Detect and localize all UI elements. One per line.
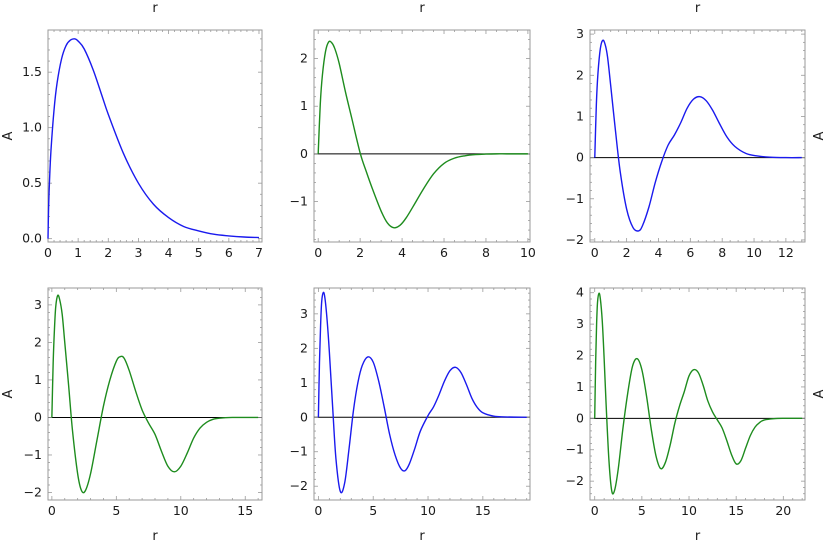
- y-tick-label: 3: [576, 316, 584, 331]
- x-tick-label: 4: [655, 245, 663, 260]
- y-axis-label: A: [1, 389, 16, 398]
- y-tick-label: 1.0: [22, 120, 42, 135]
- x-tick-label: 2: [356, 245, 364, 260]
- series-line: [47, 38, 260, 239]
- x-tick-label: 4: [398, 245, 406, 260]
- y-tick-label: 0: [300, 409, 308, 424]
- x-tick-label: 10: [681, 503, 697, 518]
- y-tick-label: −2: [290, 478, 308, 493]
- x-tick-label: 5: [195, 245, 203, 260]
- x-tick-label: 20: [775, 503, 791, 518]
- x-tick-label: 0: [48, 503, 56, 518]
- y-tick-label: 2: [576, 348, 584, 363]
- x-tick-label: 15: [728, 503, 744, 518]
- chart-panel-2: 0 2 4 6 8 10 −1 0 1 2 r: [290, 1, 536, 260]
- y-tick-label: 2: [300, 340, 308, 355]
- y-tick-label: 2: [34, 334, 42, 349]
- y-tick-label: −1: [290, 194, 308, 209]
- y-tick-label: 0: [300, 146, 308, 161]
- x-axis-label: r: [695, 1, 701, 16]
- y-tick-label: −1: [566, 191, 584, 206]
- x-tick-label: 15: [475, 503, 491, 518]
- x-tick-label: 10: [746, 245, 762, 260]
- x-axis-label: r: [419, 529, 425, 544]
- series-line: [317, 40, 528, 229]
- y-axis-label: A: [812, 131, 827, 140]
- y-tick-label: −1: [24, 447, 42, 462]
- x-axis-label: r: [419, 1, 425, 16]
- x-tick-label: 8: [482, 245, 490, 260]
- y-axis-label: A: [812, 389, 827, 398]
- x-tick-label: 0: [314, 245, 322, 260]
- chart-panel-4: 0 5 10 15 −2 −1 0 1 2 3 r A: [1, 287, 263, 544]
- x-tick-label: 12: [778, 245, 794, 260]
- x-tick-label: 1: [74, 245, 82, 260]
- y-tick-label: 2: [576, 67, 584, 82]
- x-tick-label: 8: [718, 245, 726, 260]
- x-tick-label: 5: [112, 503, 120, 518]
- y-tick-label: 1: [576, 379, 584, 394]
- x-tick-label: 6: [440, 245, 448, 260]
- y-tick-label: 1: [34, 372, 42, 387]
- series-line: [51, 294, 259, 494]
- y-tick-label: 1: [300, 375, 308, 390]
- x-axis-label: r: [152, 1, 158, 16]
- x-tick-label: 15: [237, 503, 253, 518]
- x-tick-label: 0: [44, 245, 52, 260]
- y-tick-label: 0: [576, 410, 584, 425]
- x-axis-label: r: [695, 529, 701, 544]
- x-tick-label: 5: [638, 503, 646, 518]
- y-tick-label: 3: [576, 26, 584, 41]
- x-tick-label: 10: [420, 503, 436, 518]
- plot-frame: [589, 287, 806, 501]
- series-line: [594, 39, 802, 232]
- y-tick-label: 1.5: [22, 64, 42, 79]
- y-tick-label: −2: [24, 484, 42, 499]
- x-tick-label: 0: [591, 245, 599, 260]
- x-tick-label: 6: [686, 245, 694, 260]
- y-tick-label: 4: [576, 285, 584, 300]
- chart-panel-5: 0 5 10 15 −2 −1 0 1 2 3 r: [290, 287, 531, 544]
- plot-frame: [589, 29, 806, 243]
- y-tick-label: 3: [34, 297, 42, 312]
- y-axis-label: A: [1, 131, 16, 140]
- y-tick-label: 1: [576, 108, 584, 123]
- series-line: [317, 291, 527, 494]
- y-tick-label: 1: [300, 98, 308, 113]
- plot-frame: [313, 287, 531, 501]
- x-tick-label: 2: [623, 245, 631, 260]
- series-line: [594, 292, 803, 495]
- x-tick-label: 2: [104, 245, 112, 260]
- y-tick-label: 3: [300, 306, 308, 321]
- plot-frame: [47, 29, 263, 243]
- x-axis-label: r: [152, 529, 158, 544]
- y-tick-label: −2: [566, 473, 584, 488]
- plot-frame: [313, 29, 531, 243]
- x-tick-label: 5: [369, 503, 377, 518]
- plot-frame: [47, 287, 263, 501]
- chart-panel-6: 0 5 10 15 20 −2 −1 0 1 2 3 4 r A: [566, 285, 827, 544]
- x-tick-label: 10: [520, 245, 536, 260]
- y-tick-label: 0: [34, 409, 42, 424]
- x-tick-label: 7: [255, 245, 263, 260]
- y-tick-label: 0: [576, 150, 584, 165]
- y-tick-label: 0.5: [22, 175, 42, 190]
- y-tick-label: 0.0: [22, 231, 42, 246]
- x-tick-label: 3: [134, 245, 142, 260]
- chart-panel-1: 0 1 2 3 4 5 6 7 0.0 0.5 1.0 1.5 r A: [1, 1, 263, 260]
- x-tick-label: 0: [314, 503, 322, 518]
- x-tick-label: 0: [591, 503, 599, 518]
- y-tick-label: −2: [566, 232, 584, 247]
- y-tick-label: −1: [566, 442, 584, 457]
- x-tick-label: 4: [165, 245, 173, 260]
- x-tick-label: 6: [225, 245, 233, 260]
- y-tick-label: 2: [300, 51, 308, 66]
- x-tick-label: 10: [173, 503, 189, 518]
- y-tick-label: −1: [290, 444, 308, 459]
